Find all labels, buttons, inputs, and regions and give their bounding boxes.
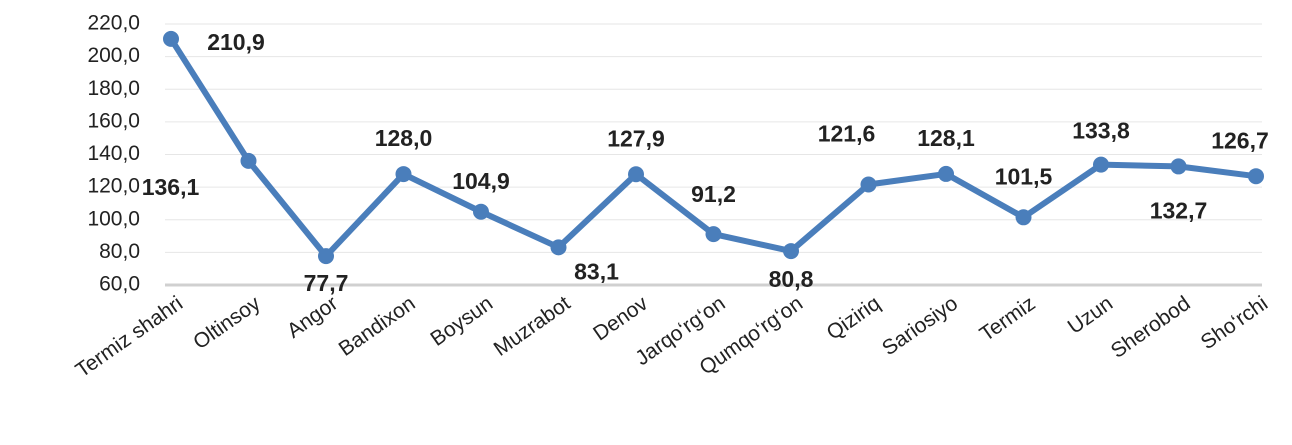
data-label: 210,9 xyxy=(207,29,265,55)
marker xyxy=(318,248,334,265)
y-tick-label: 80,0 xyxy=(99,240,140,263)
x-tick-label: Oltinsoy xyxy=(189,292,265,355)
y-tick-label: 180,0 xyxy=(87,77,140,100)
y-tick-label: 220,0 xyxy=(87,12,140,35)
y-tick-label: 60,0 xyxy=(99,273,140,296)
x-tick-label: Bandixon xyxy=(335,292,420,361)
marker xyxy=(1015,209,1032,226)
data-label: 77,7 xyxy=(304,270,349,296)
x-tick-label: Termiz shahri xyxy=(72,292,187,382)
marker xyxy=(550,239,567,256)
data-label: 91,2 xyxy=(691,181,736,207)
y-tick-label: 160,0 xyxy=(87,109,140,132)
data-label: 83,1 xyxy=(574,258,619,284)
x-tick-label: Sho‘rchi xyxy=(1197,292,1272,354)
marker xyxy=(938,165,954,182)
data-label: 132,7 xyxy=(1150,197,1208,223)
y-tick-label: 200,0 xyxy=(87,44,140,67)
data-label: 126,7 xyxy=(1211,127,1269,153)
data-label: 136,1 xyxy=(142,174,200,200)
marker xyxy=(860,176,877,193)
x-tick-label: Muzrabot xyxy=(490,292,575,361)
data-label: 128,0 xyxy=(375,125,433,151)
y-tick-label: 100,0 xyxy=(87,207,140,230)
data-label: 104,9 xyxy=(452,168,510,194)
x-tick-label: Uzun xyxy=(1064,292,1117,339)
y-tick-label: 120,0 xyxy=(87,175,140,198)
marker xyxy=(163,30,179,47)
marker xyxy=(1248,168,1264,185)
data-label: 80,8 xyxy=(769,266,814,292)
marker xyxy=(628,166,644,183)
marker xyxy=(1170,158,1187,175)
x-tick-label: Boysun xyxy=(426,292,497,351)
x-tick-label: Termiz xyxy=(976,292,1040,346)
data-label: 121,6 xyxy=(818,121,876,147)
x-tick-label: Qiziriq xyxy=(823,292,885,345)
marker xyxy=(1093,156,1109,173)
line xyxy=(168,37,1257,260)
x-tick-label: Angor xyxy=(283,292,342,343)
marker xyxy=(395,166,412,183)
data-label: 133,8 xyxy=(1072,118,1130,144)
x-tick-label: Denov xyxy=(589,292,652,346)
marker xyxy=(705,226,722,243)
marker xyxy=(783,243,799,260)
x-tick-label: Sherobod xyxy=(1107,292,1195,363)
data-label: 128,1 xyxy=(917,125,975,151)
marker xyxy=(240,152,257,169)
data-label: 101,5 xyxy=(995,163,1053,189)
data-label: 127,9 xyxy=(607,125,665,151)
y-tick-label: 140,0 xyxy=(87,142,140,165)
x-tick-label: Sariosiyo xyxy=(878,292,962,360)
marker xyxy=(473,203,489,220)
